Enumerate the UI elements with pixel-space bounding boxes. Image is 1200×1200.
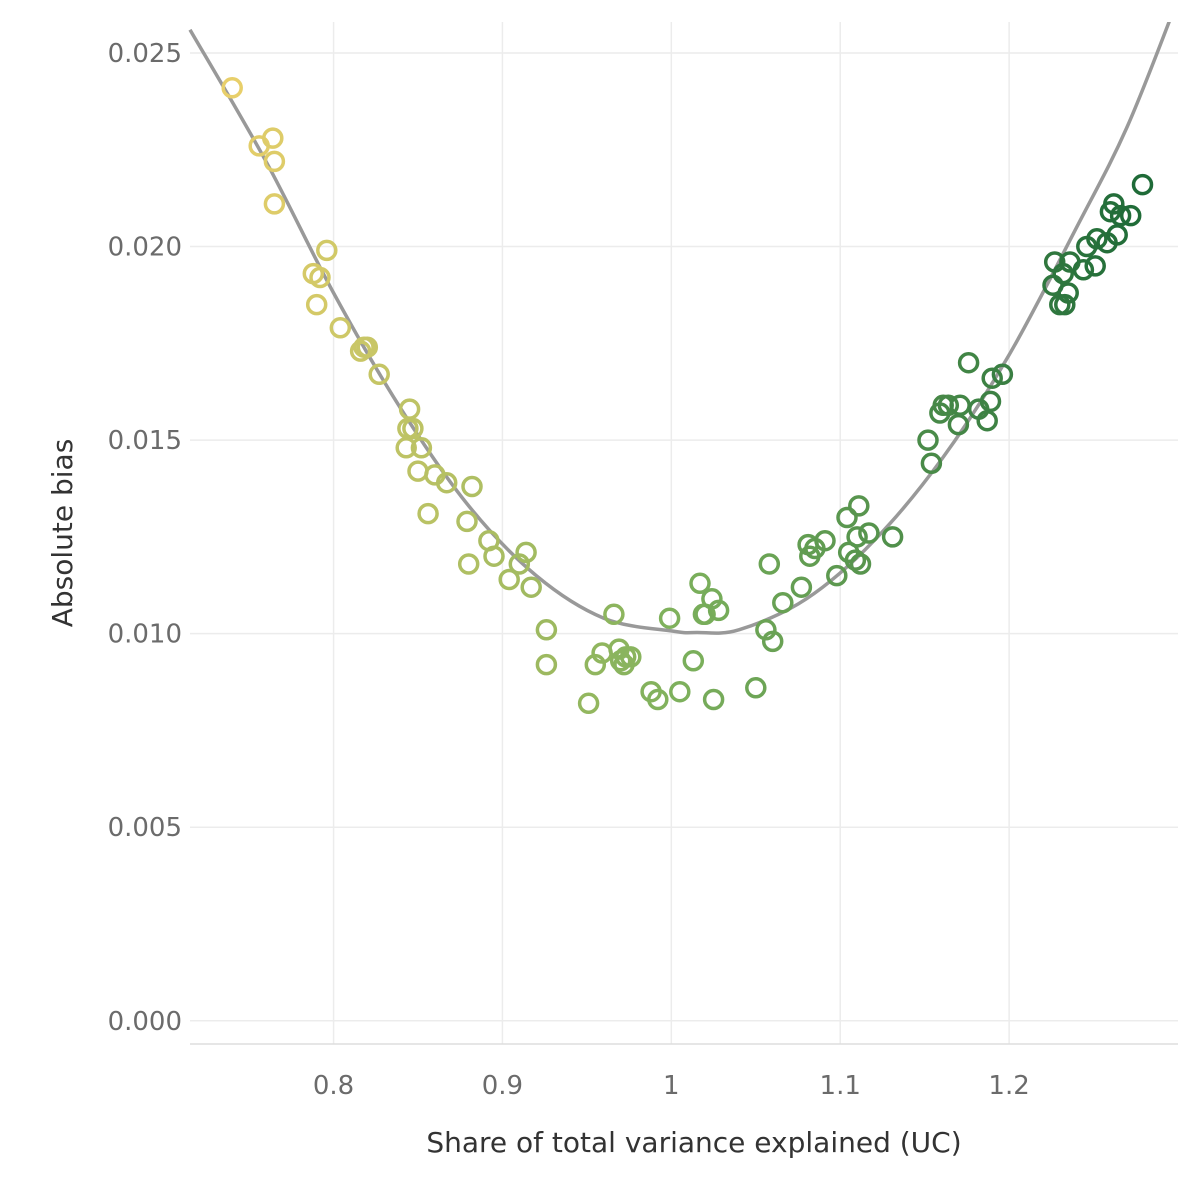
data-point-58 [772,591,794,614]
data-point-64 [826,564,848,587]
data-point-8 [316,239,338,262]
data-point-24 [457,553,480,575]
data-point-93 [1072,259,1095,281]
data-point-56 [758,553,781,575]
data-point-16 [398,398,421,420]
data-point-13 [368,363,390,386]
y-tick-label-5: 0.025 [108,39,182,69]
data-point-6 [305,293,328,316]
data-point-73 [917,429,939,451]
data-point-33 [535,619,558,641]
data-point-22 [435,471,458,494]
data-point-85 [991,363,1014,386]
data-point-37 [603,603,625,626]
data-point-47 [682,650,705,672]
data-point-4 [263,193,286,215]
data-point-67 [844,549,867,571]
data-point-99 [1106,224,1128,246]
data-point-96 [1086,228,1108,250]
y-tick-label-4: 0.020 [108,233,182,263]
data-point-17 [402,417,424,440]
y-axis-title: Absolute bias [46,439,79,628]
y-tick-labels: 0.000 0.005 0.010 0.015 0.020 0.025 [108,39,182,1037]
x-tick-label-1: 0.9 [482,1071,523,1101]
data-point-80 [957,351,980,374]
data-point-100 [1109,204,1132,227]
x-tick-label-3: 1.1 [820,1071,861,1101]
data-point-69 [849,553,872,575]
data-point-95 [1084,255,1106,277]
data-point-68 [846,526,868,548]
data-point-45 [658,607,681,629]
data-point-44 [647,688,669,711]
data-point-46 [669,680,691,703]
data-point-27 [483,545,505,567]
data-points [221,77,1154,715]
data-point-59 [790,576,813,598]
y-tick-label-0: 0.000 [108,1007,182,1037]
x-gridlines [332,22,1010,1044]
y-tick-label-1: 0.005 [108,813,182,843]
data-point-63 [814,529,836,552]
fit-curve [188,22,1171,635]
data-point-2 [262,127,284,149]
data-point-23 [456,510,478,533]
data-point-28 [498,568,520,591]
data-point-3 [263,150,286,173]
data-point-89 [1052,262,1074,285]
data-point-82 [976,409,998,432]
x-tick-label-2: 1 [663,1071,680,1101]
data-point-90 [1054,293,1076,316]
data-point-30 [515,541,537,564]
y-gridlines [190,52,1178,1022]
data-point-48 [689,572,711,595]
y-tick-label-2: 0.010 [108,620,182,650]
data-point-91 [1057,282,1079,304]
data-point-39 [609,650,632,672]
data-point-51 [701,588,723,610]
data-point-12 [356,336,379,358]
data-point-20 [417,502,439,525]
data-point-25 [461,475,483,498]
data-point-19 [410,437,433,459]
data-point-74 [920,452,943,475]
data-point-7 [309,266,331,289]
data-point-32 [535,653,558,676]
x-tick-label-0: 0.8 [313,1071,354,1101]
x-tick-labels: 0.8 0.9 1 1.1 1.2 [313,1071,1030,1101]
data-point-77 [937,394,960,417]
data-point-70 [848,495,870,517]
x-tick-label-4: 1.2 [988,1071,1029,1101]
data-point-9 [329,317,352,339]
data-point-53 [707,599,730,622]
data-point-54 [745,677,767,699]
data-point-52 [702,688,725,711]
x-axis-title: Share of total variance explained (UC) [426,1126,961,1159]
data-point-101 [1099,200,1122,223]
data-point-102 [1119,204,1142,227]
data-point-18 [407,460,429,482]
data-point-57 [761,630,784,653]
data-point-103 [1131,173,1154,196]
data-point-71 [858,522,880,544]
data-point-84 [981,367,1003,389]
data-point-42 [620,646,642,668]
data-point-31 [520,576,542,598]
data-point-72 [881,526,904,548]
data-point-34 [577,692,600,715]
data-point-65 [836,506,858,529]
data-point-83 [979,390,1002,413]
data-point-0 [221,77,243,99]
y-tick-label-3: 0.015 [108,426,182,456]
